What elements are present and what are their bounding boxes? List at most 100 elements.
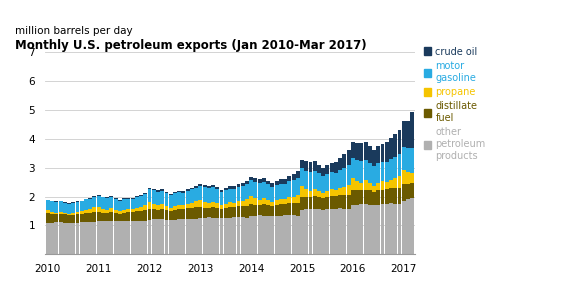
Bar	[169, 194, 173, 195]
Bar	[317, 165, 321, 173]
Bar	[313, 196, 317, 209]
Bar	[160, 204, 164, 209]
Bar	[63, 213, 67, 214]
Bar	[131, 221, 135, 254]
Bar	[207, 186, 211, 188]
Bar	[207, 188, 211, 203]
Bar	[372, 192, 376, 205]
Bar	[114, 210, 118, 213]
Bar	[376, 183, 380, 190]
Bar	[173, 206, 177, 210]
Bar	[385, 162, 389, 182]
Bar	[118, 201, 122, 211]
Bar	[279, 204, 283, 216]
Bar	[368, 190, 372, 205]
Text: Monthly U.S. petroleum exports (Jan 2010-Mar 2017): Monthly U.S. petroleum exports (Jan 2010…	[15, 39, 367, 52]
Bar	[241, 186, 245, 201]
Bar	[360, 161, 364, 183]
Bar	[181, 193, 185, 205]
Bar	[80, 222, 84, 254]
Bar	[275, 185, 279, 200]
Bar	[338, 170, 342, 188]
Bar	[148, 220, 151, 254]
Bar	[406, 184, 410, 199]
Bar	[143, 205, 147, 210]
Bar	[351, 142, 355, 158]
Bar	[304, 171, 308, 189]
Bar	[203, 208, 206, 218]
Bar	[283, 179, 287, 184]
Bar	[58, 201, 62, 212]
Bar	[181, 191, 185, 193]
Bar	[296, 195, 300, 203]
Bar	[186, 204, 190, 208]
Bar	[334, 173, 338, 190]
Bar	[300, 168, 304, 186]
Bar	[122, 198, 126, 199]
Bar	[342, 168, 346, 187]
Bar	[228, 218, 232, 254]
Bar	[325, 197, 329, 209]
Bar	[257, 200, 261, 205]
Bar	[173, 210, 177, 220]
Bar	[118, 200, 122, 201]
Bar	[88, 198, 92, 199]
Bar	[283, 184, 287, 199]
Bar	[330, 209, 334, 254]
Bar	[287, 203, 291, 215]
Bar	[275, 216, 279, 254]
Bar	[237, 217, 241, 254]
Bar	[224, 208, 228, 218]
Bar	[241, 217, 245, 254]
Bar	[389, 159, 393, 180]
Bar	[342, 209, 346, 254]
Bar	[364, 204, 367, 254]
Bar	[101, 209, 105, 213]
Bar	[186, 189, 190, 191]
Bar	[139, 207, 143, 211]
Bar	[245, 184, 249, 199]
Bar	[88, 199, 92, 209]
Bar	[309, 209, 312, 254]
Bar	[160, 209, 164, 219]
Bar	[54, 214, 58, 222]
Bar	[385, 189, 389, 204]
Bar	[257, 179, 261, 183]
Bar	[109, 196, 113, 197]
Bar	[262, 178, 266, 182]
Bar	[54, 222, 58, 254]
Bar	[148, 202, 151, 209]
Bar	[177, 209, 181, 219]
Bar	[410, 173, 414, 183]
Bar	[219, 209, 223, 218]
Bar	[364, 180, 367, 190]
Bar	[54, 213, 58, 214]
Bar	[398, 130, 402, 154]
Bar	[96, 212, 100, 221]
Bar	[118, 211, 122, 214]
Bar	[228, 207, 232, 218]
Bar	[181, 209, 185, 219]
Bar	[105, 197, 109, 198]
Bar	[254, 178, 257, 182]
Bar	[88, 209, 92, 213]
Bar	[364, 190, 367, 204]
Bar	[360, 183, 364, 190]
Bar	[372, 186, 376, 192]
Bar	[143, 210, 147, 221]
Bar	[105, 221, 109, 254]
Bar	[266, 205, 270, 216]
Bar	[380, 190, 384, 204]
Bar	[410, 148, 414, 173]
Bar	[143, 194, 147, 205]
Bar	[135, 208, 139, 211]
Bar	[96, 221, 100, 254]
Bar	[330, 163, 334, 172]
Bar	[215, 189, 219, 203]
Bar	[96, 207, 100, 212]
Bar	[380, 144, 384, 162]
Bar	[334, 190, 338, 196]
Bar	[215, 203, 219, 208]
Bar	[190, 189, 194, 203]
Bar	[122, 221, 126, 254]
